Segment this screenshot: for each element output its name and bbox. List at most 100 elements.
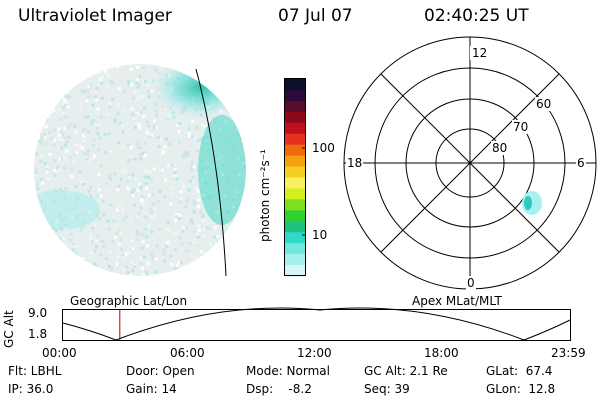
speckle-pixel bbox=[79, 144, 83, 148]
speckle-pixel bbox=[191, 175, 195, 179]
speckle-pixel bbox=[138, 146, 142, 150]
speckle-pixel bbox=[116, 188, 120, 192]
colorbar-band bbox=[285, 111, 305, 124]
speckle-pixel bbox=[175, 213, 179, 217]
speckle-pixel bbox=[94, 264, 98, 268]
speckle-pixel bbox=[154, 257, 158, 261]
speckle-pixel bbox=[155, 244, 159, 248]
speckle-pixel bbox=[72, 244, 76, 248]
speckle-pixel bbox=[107, 101, 111, 105]
speckle-pixel bbox=[133, 177, 137, 181]
speckle-pixel bbox=[92, 144, 96, 147]
speckle-pixel bbox=[144, 270, 148, 274]
speckle-pixel bbox=[80, 89, 84, 93]
speckle-pixel bbox=[81, 146, 85, 150]
speckle-pixel bbox=[66, 95, 70, 99]
speckle-pixel bbox=[87, 149, 91, 153]
colorbar-band bbox=[285, 133, 305, 146]
speckle-pixel bbox=[39, 132, 43, 136]
lat-label-80: 80 bbox=[491, 141, 509, 155]
speckle-pixel bbox=[99, 194, 103, 198]
speckle-pixel bbox=[174, 248, 177, 252]
speckle-pixel bbox=[87, 85, 91, 88]
speckle-pixel bbox=[196, 235, 200, 239]
speckle-pixel bbox=[94, 95, 97, 99]
speckle-pixel bbox=[130, 239, 134, 243]
speckle-pixel bbox=[53, 168, 57, 172]
speckle-pixel bbox=[172, 231, 176, 235]
speckle-pixel bbox=[146, 170, 149, 174]
speckle-pixel bbox=[109, 177, 112, 181]
glon-readout: GLon: 12.8 bbox=[486, 382, 556, 396]
speckle-pixel bbox=[197, 198, 201, 202]
speckle-pixel bbox=[100, 76, 104, 80]
mlt-label-0: 0 bbox=[466, 276, 476, 290]
speckle-pixel bbox=[189, 219, 193, 223]
speckle-pixel bbox=[139, 198, 143, 202]
speckle-pixel bbox=[45, 170, 49, 174]
speckle-pixel bbox=[70, 232, 73, 236]
speckle-pixel bbox=[142, 255, 146, 259]
speckle-pixel bbox=[153, 207, 157, 211]
speckle-pixel bbox=[100, 96, 104, 100]
speckle-pixel bbox=[192, 210, 196, 214]
speckle-pixel bbox=[43, 132, 46, 136]
speckle-pixel bbox=[109, 203, 113, 207]
speckle-pixel bbox=[130, 191, 134, 195]
speckle-pixel bbox=[200, 250, 203, 254]
speckle-pixel bbox=[173, 173, 177, 177]
speckle-pixel bbox=[149, 177, 153, 181]
colorbar-band bbox=[285, 199, 305, 211]
speckle-pixel bbox=[136, 188, 140, 192]
speckle-pixel bbox=[58, 236, 62, 240]
colorbar-band bbox=[285, 232, 305, 244]
speckle-pixel bbox=[73, 124, 77, 128]
speckle-pixel bbox=[179, 197, 183, 201]
speckle-pixel bbox=[95, 86, 99, 90]
speckle-pixel bbox=[100, 239, 104, 243]
speckle-pixel bbox=[91, 158, 95, 162]
speckle-pixel bbox=[139, 185, 143, 189]
speckle-pixel bbox=[89, 250, 93, 254]
speckle-pixel bbox=[57, 137, 61, 141]
speckle-pixel bbox=[89, 185, 92, 189]
speckle-pixel bbox=[142, 273, 145, 276]
speckle-pixel bbox=[75, 151, 78, 155]
speckle-pixel bbox=[192, 202, 196, 206]
speckle-pixel bbox=[192, 199, 196, 203]
speckle-pixel bbox=[49, 137, 53, 140]
timeline-x-tick-0000: 00:00 bbox=[42, 346, 77, 360]
speckle-pixel bbox=[216, 235, 220, 238]
speckle-pixel bbox=[52, 138, 56, 142]
speckle-pixel bbox=[43, 135, 47, 139]
speckle-pixel bbox=[111, 81, 115, 85]
speckle-pixel bbox=[190, 163, 194, 167]
speckle-pixel bbox=[130, 155, 134, 159]
speckle-pixel bbox=[144, 215, 148, 219]
polar-diagonal-2 bbox=[380, 73, 560, 253]
speckle-pixel bbox=[124, 265, 128, 269]
speckle-pixel bbox=[104, 257, 108, 261]
speckle-pixel bbox=[74, 185, 78, 189]
speckle-pixel bbox=[187, 188, 191, 192]
speckle-pixel bbox=[175, 177, 179, 181]
speckle-pixel bbox=[182, 182, 186, 186]
speckle-pixel bbox=[184, 205, 188, 209]
speckle-pixel bbox=[93, 154, 97, 158]
colorbar-band bbox=[285, 221, 305, 233]
speckle-pixel bbox=[150, 216, 154, 219]
speckle-pixel bbox=[61, 106, 65, 110]
speckle-pixel bbox=[139, 157, 143, 161]
speckle-pixel bbox=[136, 66, 140, 69]
speckle-pixel bbox=[93, 224, 97, 228]
speckle-pixel bbox=[59, 117, 63, 121]
speckle-pixel bbox=[53, 188, 57, 192]
speckle-pixel bbox=[102, 245, 106, 249]
speckle-pixel bbox=[140, 246, 144, 250]
speckle-pixel bbox=[143, 175, 147, 179]
speckle-pixel bbox=[191, 221, 195, 225]
speckle-pixel bbox=[174, 231, 178, 235]
speckle-pixel bbox=[175, 263, 179, 267]
speckle-pixel bbox=[112, 219, 116, 223]
